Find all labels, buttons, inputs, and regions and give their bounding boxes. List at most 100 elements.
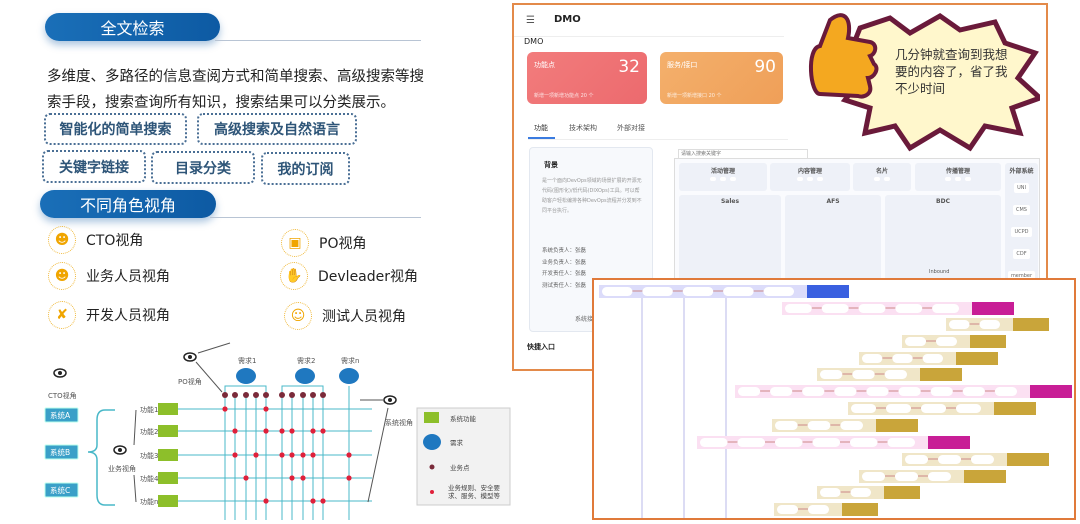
rule-point [346, 475, 352, 481]
function-block [158, 495, 178, 507]
system-link[interactable]: 系统接 [575, 316, 594, 323]
flow-step-node [887, 438, 915, 447]
owner-line: 开发责任人：张磊 [542, 271, 587, 277]
rule-point [289, 475, 295, 481]
pointer-line [133, 409, 137, 446]
flow-step-node [820, 488, 841, 497]
flow-step-node [858, 304, 886, 313]
pointer-line [195, 361, 223, 393]
module-spread[interactable]: 传播管理 [915, 163, 1001, 191]
function-block [158, 449, 178, 461]
flow-step-node [785, 304, 812, 313]
flow-end-node [928, 436, 970, 449]
flow-step-node [962, 387, 985, 396]
business-point [243, 392, 249, 398]
legend-rule-symbol [430, 490, 434, 494]
flow-step-node [808, 505, 829, 514]
module-bdc[interactable]: BDC Inbound [885, 195, 1001, 283]
business-view-label: 业务视角 [108, 464, 136, 473]
flow-step-node [700, 438, 728, 447]
divider [210, 217, 421, 218]
diagram-grid: 功能1 功能2 功能3 功能4 功能n 需求1 需求2 需求n 系统A 系统B 系统C [44, 342, 397, 520]
flow-step-node [979, 320, 1000, 329]
business-point [310, 392, 316, 398]
rule-point [346, 452, 352, 458]
rule-point [289, 452, 295, 458]
function-block [158, 403, 178, 415]
flow-step-node [821, 304, 849, 313]
card-footer: 新增一项新增接口 20 个 [667, 93, 722, 99]
role-devleader[interactable]: ✋ Devleader视角 [280, 262, 418, 290]
rule-point [222, 406, 228, 412]
function-label: 功能2 [140, 427, 158, 436]
system-bracket [87, 409, 115, 506]
flow-end-node [1030, 385, 1072, 398]
flow-end-node [920, 368, 962, 381]
legend-label: 业务点 [450, 463, 470, 472]
legend-function-symbol [424, 412, 439, 423]
flow-step-node [807, 421, 831, 430]
po-view-label: PO视角 [178, 377, 202, 386]
feature-catalog[interactable]: 目录分类 [151, 151, 255, 184]
flow-step-node [834, 387, 857, 396]
fulltext-section-header: 全文检索 [45, 13, 220, 41]
flow-step-node [928, 472, 951, 481]
system-view-label: 系统视角 [385, 418, 413, 427]
background-text: 是一个面向DevOps领域的场景扩展的开源无代码(图形化)/低代码(DIXOps… [542, 178, 642, 214]
divider [514, 36, 784, 37]
flow-step-node [802, 387, 825, 396]
role-cto[interactable]: ☻ CTO视角 [48, 226, 143, 254]
role-tester[interactable]: ☺ 测试人员视角 [284, 302, 406, 330]
card-services[interactable]: 服务/接口 90 新增一项新增接口 20 个 [660, 52, 783, 104]
fulltext-description: 多维度、多路径的信息查阅方式和简单搜索、高级搜索等搜索手段，搜索查询所有知识，搜… [47, 69, 424, 111]
module-content[interactable]: 内容管理 [770, 163, 850, 191]
flow-step-node [895, 472, 918, 481]
module-activity[interactable]: 活动管理 [679, 163, 767, 191]
legend-label: 需求 [450, 438, 464, 447]
tab-features[interactable]: 功能 [534, 124, 548, 132]
flow-step-node [682, 287, 714, 296]
requirement-bracket [281, 385, 324, 392]
role-developer[interactable]: ✘ 开发人员视角 [48, 301, 170, 329]
module-external[interactable]: 外部系统 UNI CMS UCPD CDF member [1005, 163, 1038, 283]
role-po[interactable]: ▣ PO视角 [281, 229, 366, 257]
product-icon: ▣ [281, 229, 309, 257]
system-label: 系统B [50, 447, 70, 457]
flow-end-node [876, 419, 918, 432]
business-point [263, 392, 269, 398]
role-business[interactable]: ☻ 业务人员视角 [48, 262, 170, 290]
role-label: 业务人员视角 [86, 269, 170, 285]
feature-subscription[interactable]: 我的订阅 [261, 152, 350, 185]
tab-architecture[interactable]: 技术架构 [569, 124, 597, 132]
tab-external[interactable]: 外部对接 [617, 124, 645, 132]
feature-keyword-link[interactable]: 关键字链接 [42, 150, 146, 183]
cto-view-label: CTO视角 [48, 391, 77, 400]
business-point [279, 392, 285, 398]
function-block [158, 425, 178, 437]
module-afs[interactable]: AFS [785, 195, 881, 283]
module-sales[interactable]: Sales [679, 195, 781, 283]
speech-bubble [840, 13, 1040, 152]
card-function-points[interactable]: 功能点 32 新增一项新增功能点 20 个 [527, 52, 647, 104]
flowchart-window [592, 278, 1076, 520]
menu-icon[interactable]: ☰ [526, 15, 535, 26]
flow-step-node [994, 387, 1017, 396]
module-card[interactable]: 名片 [853, 163, 911, 191]
feature-advanced-search[interactable]: 高级搜索及自然语言 [197, 113, 357, 145]
flow-step-node [956, 404, 981, 413]
system-label: 系统C [50, 485, 70, 495]
function-label: 功能n [140, 497, 158, 506]
flow-step-node [895, 304, 923, 313]
flow-step-node [852, 370, 875, 379]
business-point [232, 392, 238, 398]
feature-simple-search[interactable]: 智能化的简单搜索 [44, 113, 187, 145]
flow-step-node [862, 472, 885, 481]
requirement-label: 需求n [341, 356, 359, 365]
eye-pupil [188, 355, 192, 359]
business-point [320, 392, 326, 398]
flow-step-node [723, 287, 754, 296]
rule-point [232, 452, 238, 458]
flow-step-node [884, 370, 907, 379]
flow-step-node [938, 455, 961, 464]
flow-step-node [812, 438, 840, 447]
